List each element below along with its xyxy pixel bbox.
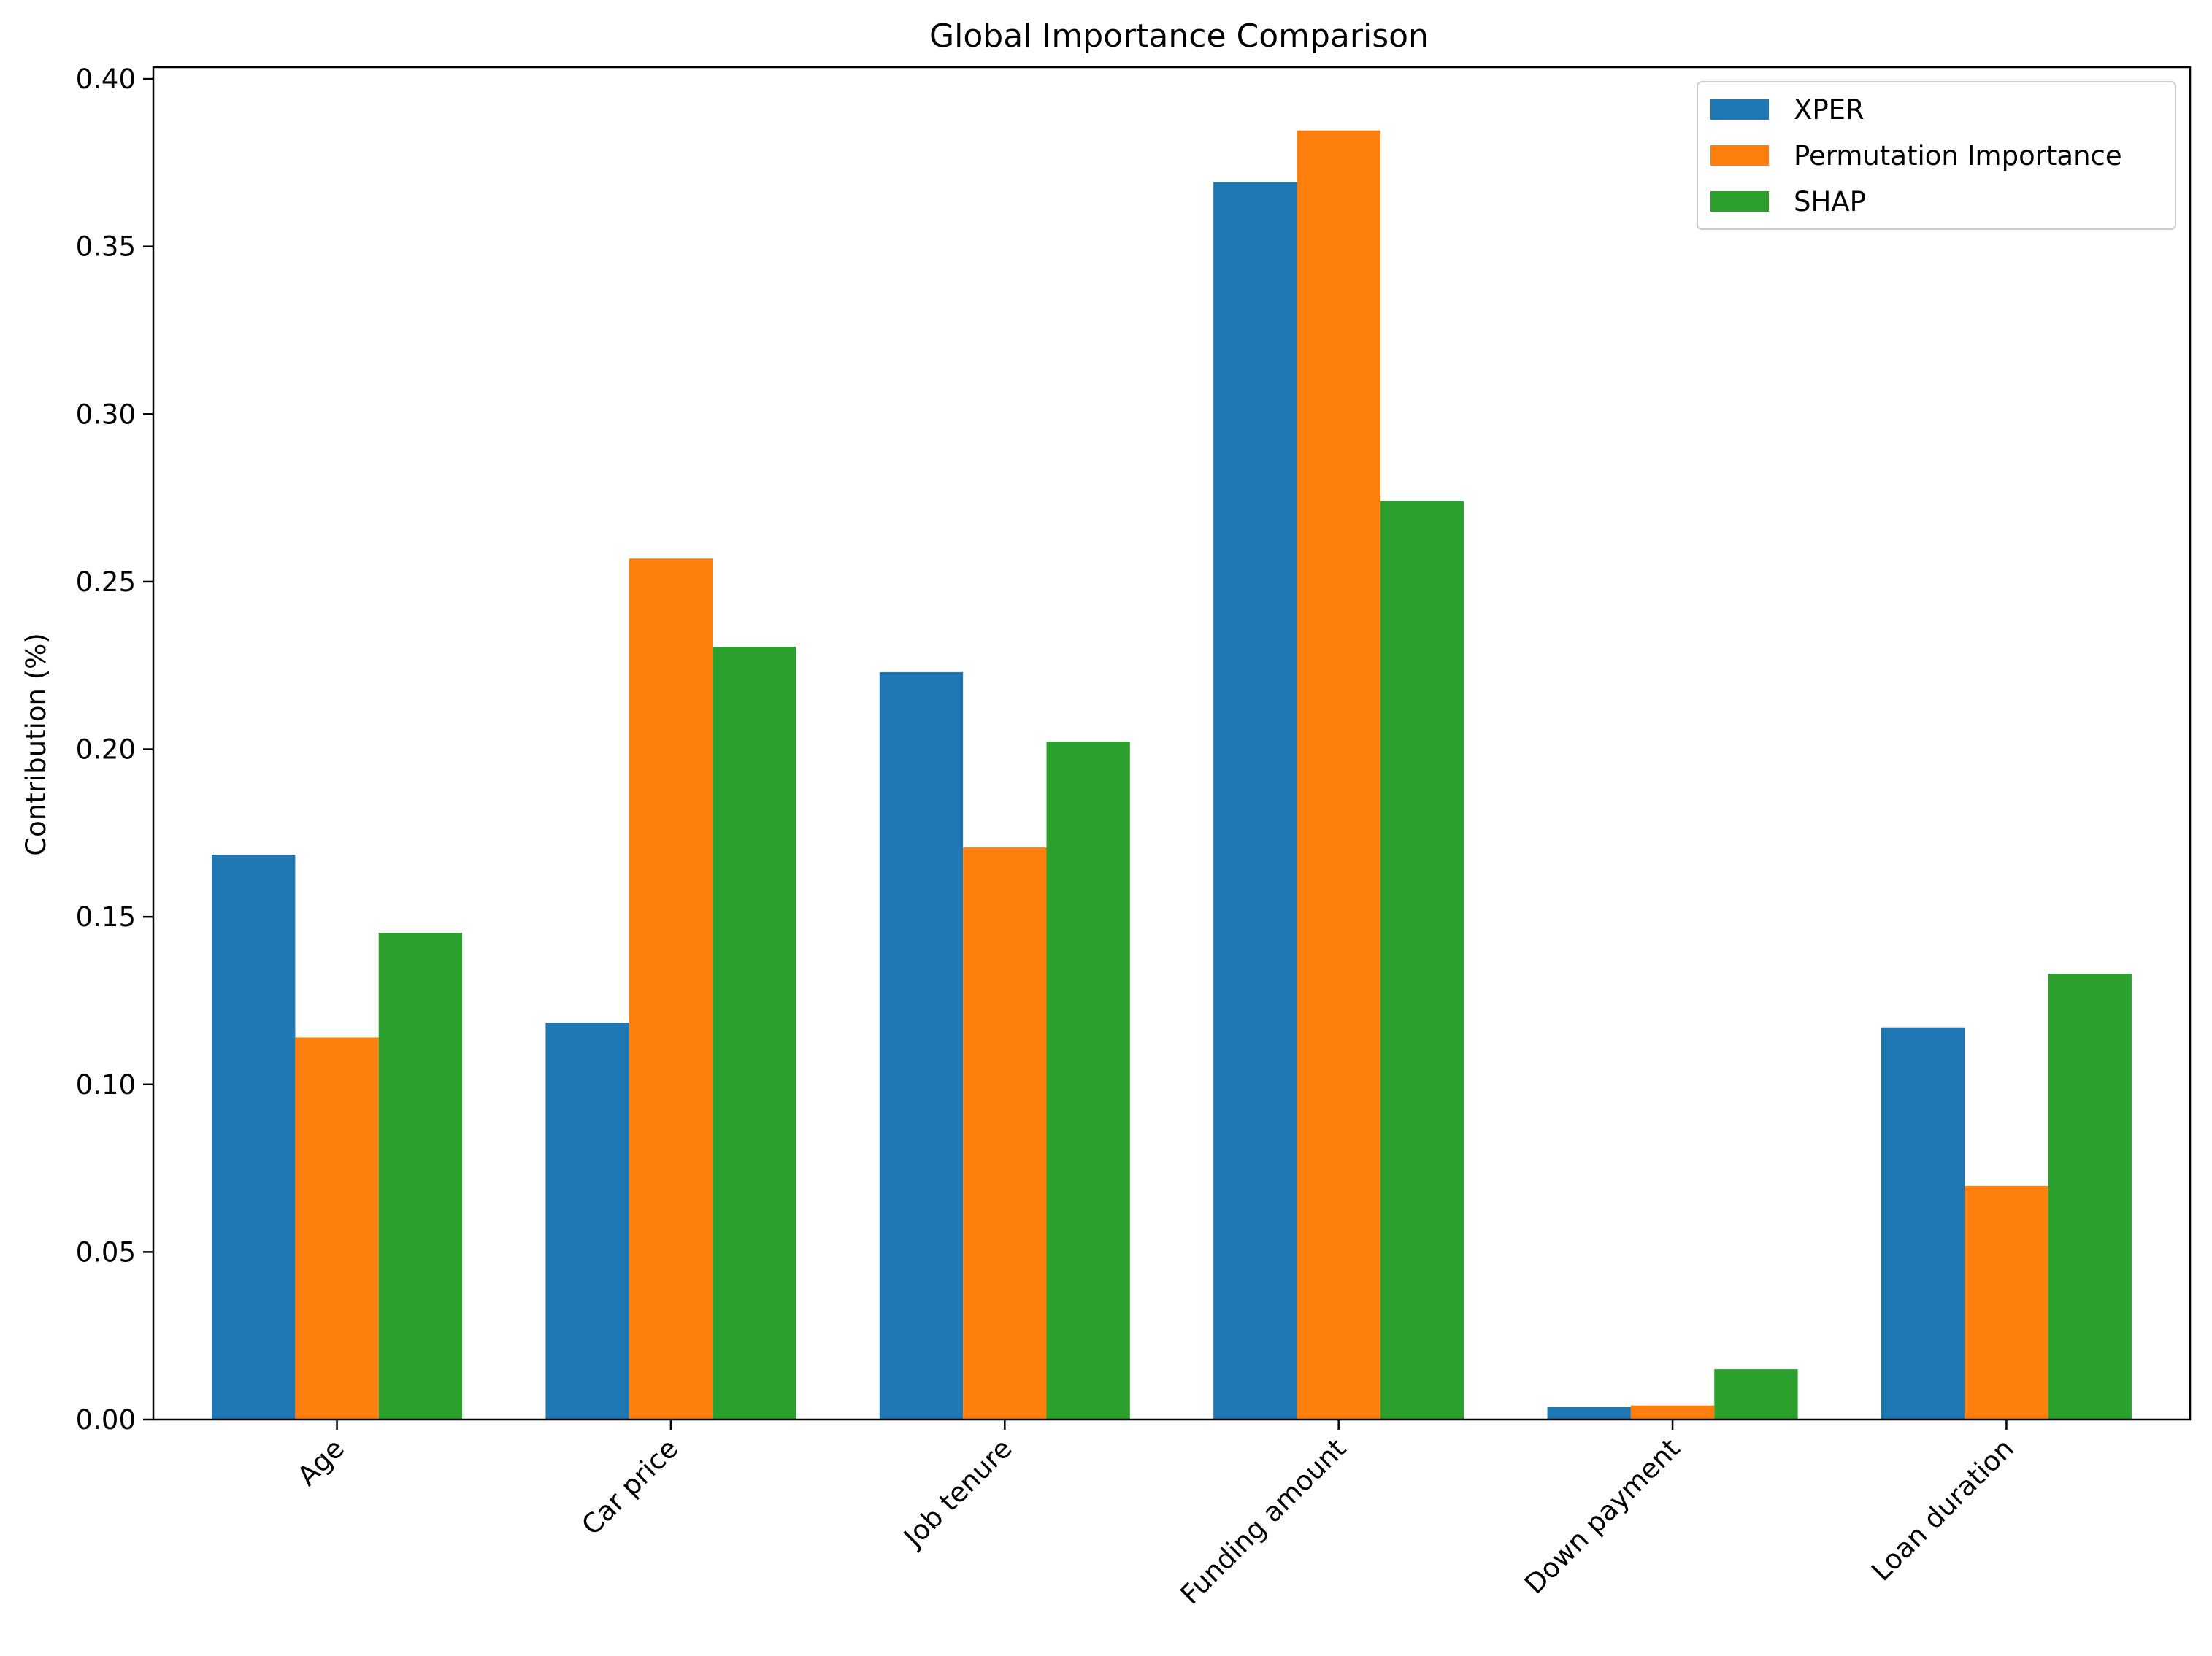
- bar-shap-loan-duration: [2048, 974, 2132, 1420]
- legend-label: XPER: [1794, 94, 1865, 126]
- bar-permutation-importance-loan-duration: [1965, 1185, 2048, 1420]
- bar-shap-age: [378, 933, 463, 1420]
- bar-xper-loan-duration: [1881, 1027, 1965, 1420]
- legend-swatch: [1710, 145, 1769, 166]
- x-axis: Age Car price Job tenure Funding amount Down…: [291, 1420, 2020, 1610]
- y-tick-label: 0.10: [76, 1069, 136, 1101]
- bar-permutation-importance-car-price: [629, 558, 713, 1420]
- bar-permutation-importance-job-tenure: [963, 847, 1047, 1420]
- legend-swatch: [1710, 191, 1769, 212]
- y-axis: 0.00 0.05 0.10 0.15 0.20 0.25 0.30 0.35 0.40: [76, 63, 153, 1436]
- bar-xper-funding-amount: [1213, 182, 1297, 1420]
- legend-label: SHAP: [1794, 186, 1866, 217]
- legend-label: Permutation Importance: [1794, 140, 2122, 172]
- y-tick-label: 0.35: [76, 231, 136, 263]
- x-tick-label: Funding amount: [1175, 1433, 1353, 1611]
- bar-xper-car-price: [545, 1023, 629, 1420]
- y-tick-label: 0.40: [76, 63, 136, 95]
- bar-permutation-importance-age: [295, 1037, 379, 1420]
- y-axis-label: Contribution (%): [20, 633, 52, 856]
- bar-shap-car-price: [713, 647, 796, 1420]
- bar-permutation-importance-funding-amount: [1297, 130, 1380, 1420]
- bar-shap-job-tenure: [1046, 741, 1130, 1420]
- bar-xper-age: [212, 855, 296, 1420]
- bar-shap-down-payment: [1714, 1369, 1798, 1420]
- chart-title: Global Importance Comparison: [929, 18, 1429, 55]
- y-tick-label: 0.15: [76, 901, 136, 933]
- bars-group: [212, 130, 2132, 1420]
- y-tick-label: 0.05: [76, 1236, 136, 1268]
- plot-frame: [152, 66, 2192, 1421]
- x-tick-label: Down payment: [1518, 1433, 1686, 1600]
- x-tick-label: Loan duration: [1865, 1433, 2020, 1587]
- y-tick-label: 0.30: [76, 398, 136, 430]
- y-tick-label: 0.25: [76, 566, 136, 598]
- bar-xper-down-payment: [1547, 1407, 1631, 1420]
- bar-xper-job-tenure: [879, 671, 964, 1420]
- legend: XPER Permutation Importance SHAP: [1697, 81, 2176, 230]
- legend-frame: [1697, 81, 2176, 230]
- legend-swatch: [1710, 99, 1769, 120]
- x-tick-label: Age: [291, 1433, 350, 1492]
- bar-shap-funding-amount: [1380, 501, 1464, 1420]
- x-tick-label: Car price: [575, 1433, 684, 1541]
- y-tick-label: 0.00: [76, 1404, 136, 1436]
- x-tick-label: Job tenure: [896, 1433, 1018, 1554]
- bar-permutation-importance-down-payment: [1630, 1405, 1715, 1420]
- y-tick-label: 0.20: [76, 734, 136, 766]
